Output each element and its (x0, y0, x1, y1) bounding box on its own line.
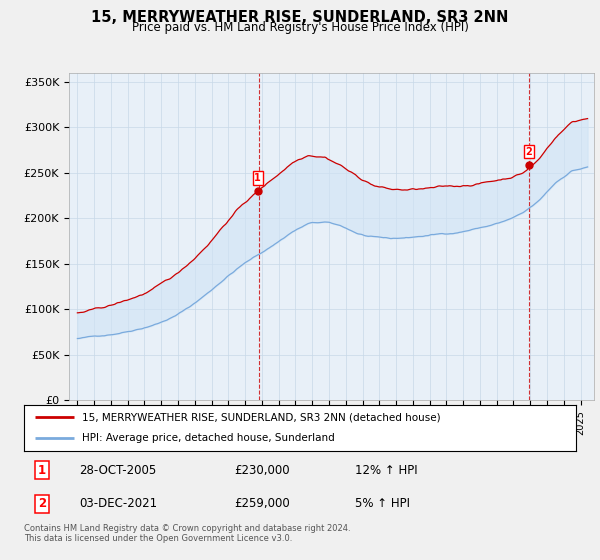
Text: 03-DEC-2021: 03-DEC-2021 (79, 497, 157, 510)
Text: 2: 2 (38, 497, 46, 510)
Text: £259,000: £259,000 (234, 497, 290, 510)
Text: 5% ↑ HPI: 5% ↑ HPI (355, 497, 410, 510)
Text: 1: 1 (254, 173, 261, 183)
Text: HPI: Average price, detached house, Sunderland: HPI: Average price, detached house, Sund… (82, 433, 335, 444)
Text: 1: 1 (38, 464, 46, 477)
Text: 15, MERRYWEATHER RISE, SUNDERLAND, SR3 2NN: 15, MERRYWEATHER RISE, SUNDERLAND, SR3 2… (91, 10, 509, 25)
Text: 28-OCT-2005: 28-OCT-2005 (79, 464, 157, 477)
Text: Price paid vs. HM Land Registry's House Price Index (HPI): Price paid vs. HM Land Registry's House … (131, 21, 469, 34)
Text: 15, MERRYWEATHER RISE, SUNDERLAND, SR3 2NN (detached house): 15, MERRYWEATHER RISE, SUNDERLAND, SR3 2… (82, 412, 440, 422)
Text: 2: 2 (526, 147, 532, 157)
Text: Contains HM Land Registry data © Crown copyright and database right 2024.
This d: Contains HM Land Registry data © Crown c… (24, 524, 350, 543)
Text: £230,000: £230,000 (234, 464, 289, 477)
Text: 12% ↑ HPI: 12% ↑ HPI (355, 464, 418, 477)
